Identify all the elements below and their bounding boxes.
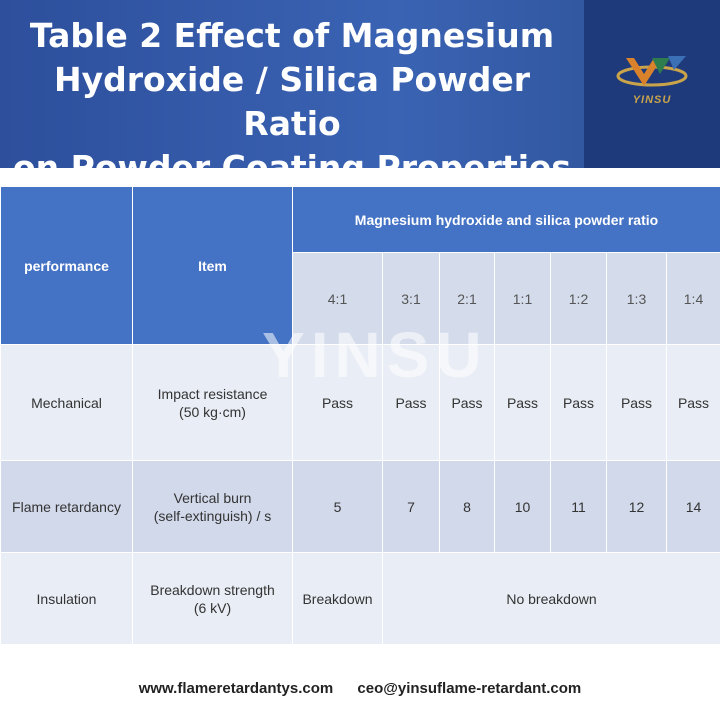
ratio-header: 4:1 (292, 252, 383, 345)
ratio-header: 1:1 (494, 252, 551, 345)
logo-text: YINSU (632, 94, 672, 106)
row-value: 11 (550, 460, 607, 553)
row-item: Impact resistance (50 kg·cm) (132, 344, 293, 461)
ratio-header: 3:1 (382, 252, 440, 345)
row-item-line: (50 kg·cm) (179, 403, 246, 420)
row-value: Breakdown (292, 552, 383, 645)
ratio-header: 1:3 (606, 252, 667, 345)
title-line-1: Table 2 Effect of Magnesium (29, 16, 555, 55)
page-title: Table 2 Effect of Magnesium Hydroxide / … (12, 14, 572, 190)
footer: www.flameretardantys.com ceo@yinsuflame-… (0, 680, 720, 697)
website-link[interactable]: www.flameretardantys.com (138, 680, 334, 697)
row-value: 10 (494, 460, 551, 553)
row-value: Pass (382, 344, 440, 461)
row-value: Pass (439, 344, 495, 461)
row-value: 14 (665, 460, 720, 553)
row-value: 8 (439, 460, 495, 553)
row-value: Pass (292, 344, 383, 461)
row-item-line: (6 kV) (193, 599, 232, 616)
row-item-line: Vertical burn (173, 489, 252, 506)
row-item: Vertical burn (self-extinguish) / s (132, 460, 293, 553)
row-value: Pass (550, 344, 607, 461)
yinsu-logo-icon (616, 56, 688, 87)
row-value: 5 (292, 460, 383, 553)
row-value: Pass (606, 344, 667, 461)
properties-table: performance Item Magnesium hydroxide and… (0, 186, 720, 645)
row-value: 7 (382, 460, 440, 553)
header-item: Item (132, 186, 293, 345)
table-row: Flame retardancy Vertical burn (self-ext… (0, 460, 720, 553)
banner-gap (0, 168, 720, 186)
email-link[interactable]: ceo@yinsuflame-retardant.com (357, 680, 582, 697)
row-item-line: (self-extinguish) / s (153, 507, 272, 524)
table-row: Insulation Breakdown strength (6 kV) Bre… (0, 552, 720, 645)
row-performance: Insulation (0, 552, 133, 645)
row-value: Pass (494, 344, 551, 461)
row-merged-value: No breakdown (381, 552, 720, 645)
yinsu-logo: YINSU (612, 50, 692, 116)
title-line-2: Hydroxide / Silica Powder Ratio (54, 60, 530, 143)
row-item-line: Breakdown strength (150, 581, 275, 598)
row-item-line: Impact resistance (157, 385, 268, 402)
row-performance: Mechanical (0, 344, 133, 461)
header-performance: performance (0, 186, 133, 345)
ratio-header: 1:4 (665, 252, 720, 345)
ratio-header: 1:2 (550, 252, 607, 345)
ratio-header: 2:1 (439, 252, 495, 345)
row-item: Breakdown strength (6 kV) (132, 552, 293, 645)
row-performance: Flame retardancy (0, 460, 133, 553)
row-value: 12 (606, 460, 667, 553)
table-row: Mechanical Impact resistance (50 kg·cm) … (0, 344, 720, 461)
header-ratio-group: Magnesium hydroxide and silica powder ra… (291, 186, 720, 253)
row-value: Pass (665, 344, 720, 461)
